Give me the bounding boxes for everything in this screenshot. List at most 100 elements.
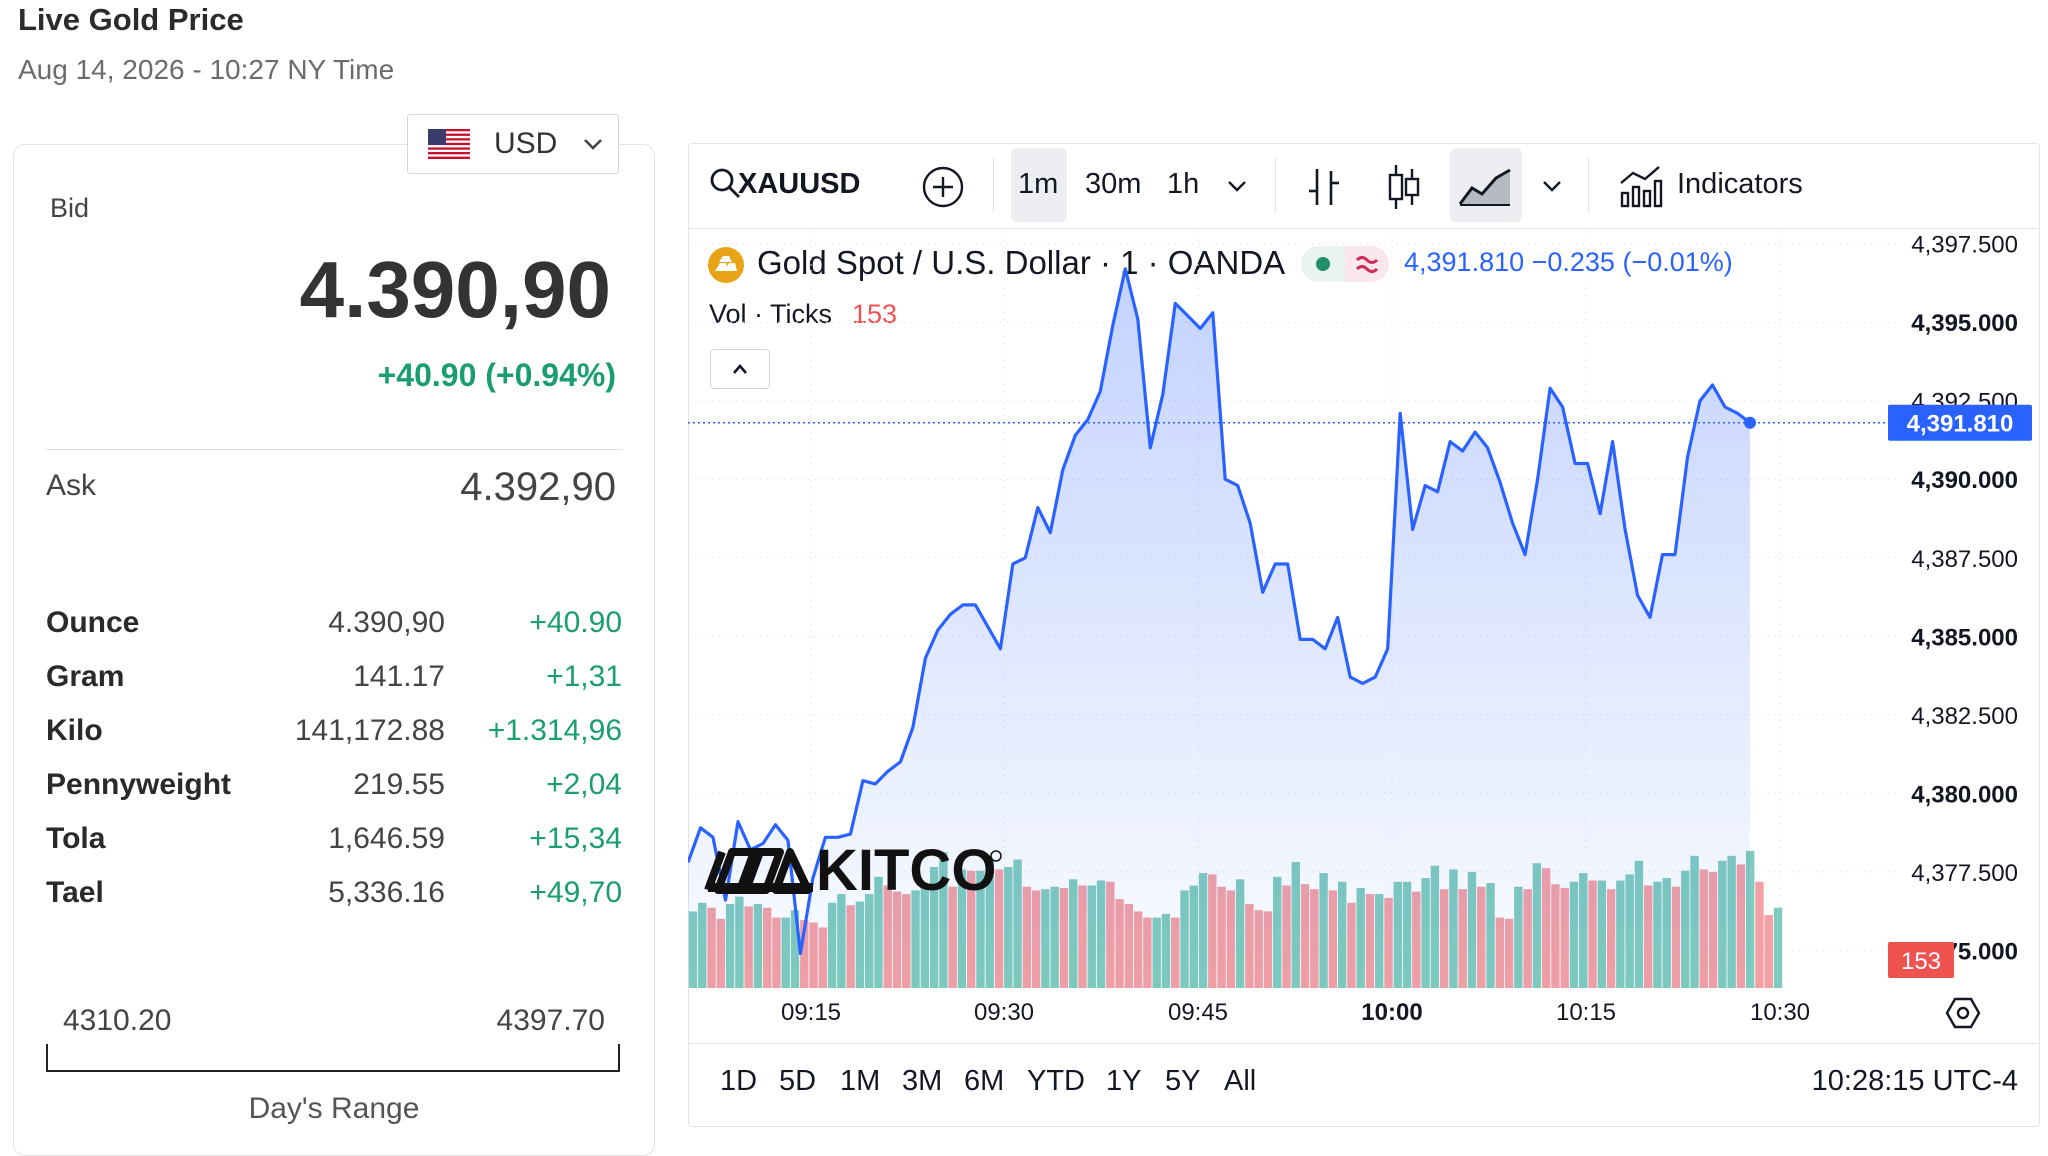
toolbar-separator	[1588, 158, 1589, 212]
collapse-legend-button[interactable]	[710, 349, 770, 389]
price-tick-label: 4,380.000	[1911, 781, 2018, 808]
chart-toolbar	[688, 143, 2038, 229]
kitco-logo: KITCO	[704, 838, 1002, 903]
price-card	[13, 144, 655, 1156]
unit-change: +1.314,96	[487, 714, 622, 747]
time-tick-label: 10:00	[1361, 999, 1422, 1026]
last-price-tag	[1888, 404, 2032, 441]
price-area-fill	[688, 268, 1750, 988]
candlestick-style-icon[interactable]	[1387, 163, 1421, 211]
range-1m-button[interactable]: 1M	[840, 1065, 881, 1097]
day-range-high: 4397.70	[496, 1004, 605, 1037]
range-5y-button[interactable]: 5Y	[1165, 1065, 1201, 1097]
price-axis: 4,397.5004,395.0004,392.5004,390.0004,38…	[1888, 232, 2032, 978]
indicators-icon[interactable]	[1619, 163, 1663, 209]
unit-price: 141,172.88	[294, 714, 445, 747]
toolbar-separator	[993, 158, 994, 212]
timeframe-1m-button[interactable]: 1m	[1018, 168, 1059, 200]
chart-clock: 10:28:15 UTC-4	[1811, 1065, 2018, 1097]
timeframe-active-bg	[1011, 148, 1067, 222]
settings-icon[interactable]	[1945, 995, 1981, 1031]
volume-legend-value: 153	[852, 299, 898, 329]
price-tick-label: 4,382.500	[1911, 703, 2018, 730]
timeframe-30m-button[interactable]: 30m	[1085, 168, 1142, 200]
unit-name: Tola	[46, 822, 106, 855]
range-6m-button[interactable]: 6M	[964, 1065, 1005, 1097]
volume-bar	[1745, 850, 1755, 988]
bar-chart-style-icon[interactable]	[1306, 165, 1342, 209]
currency-label: USD	[494, 127, 558, 160]
unit-name: Gram	[46, 660, 125, 693]
unit-change: +15,34	[529, 822, 622, 855]
bid-label: Bid	[50, 193, 90, 223]
chevron-down-icon	[584, 139, 603, 150]
chevron-up-icon	[733, 364, 747, 374]
market-status-icon	[1301, 246, 1389, 282]
search-icon[interactable]	[708, 166, 742, 200]
unit-name: Kilo	[46, 714, 103, 747]
unit-name: Pennyweight	[46, 768, 232, 801]
range-1d-button[interactable]: 1D	[720, 1065, 758, 1097]
ask-label: Ask	[46, 469, 97, 502]
range-3m-button[interactable]: 3M	[902, 1065, 943, 1097]
unit-change: +40.90	[529, 606, 622, 639]
day-range-caption: Day's Range	[248, 1092, 420, 1125]
time-axis: 09:15 09:30 09:45 10:00 10:15 10:30	[781, 999, 1810, 1026]
unit-change: +49,70	[529, 876, 622, 909]
price-chart[interactable]: KITCO 4,397.5004,395.0004,392.5004,390.0…	[688, 228, 2038, 1043]
watermark-text: KITCO	[816, 838, 996, 903]
last-volume-label: 153	[1901, 948, 1941, 975]
gold-symbol-icon	[708, 247, 744, 283]
chevron-down-icon[interactable]	[1541, 178, 1563, 194]
price-tick-label: 4,385.000	[1911, 624, 2018, 651]
us-flag-icon	[428, 129, 470, 159]
unit-price: 4.390,90	[328, 606, 445, 639]
price-tick-label: 4,390.000	[1911, 467, 2018, 494]
time-tick-label: 10:30	[1750, 999, 1810, 1026]
price-area	[688, 267, 1888, 988]
currency-select[interactable]: USD	[407, 114, 619, 174]
unit-name: Tael	[46, 876, 104, 909]
bid-change: +40.90 (+0.94%)	[377, 357, 616, 393]
price-tick-label: 4,395.000	[1911, 310, 2018, 337]
divider	[46, 449, 622, 450]
time-tick-label: 10:15	[1556, 999, 1616, 1026]
symbol-search[interactable]: XAUUSD	[738, 168, 861, 200]
range-bar	[688, 1043, 2038, 1126]
last-price-label: 4,391.810	[1907, 411, 2014, 438]
time-tick-label: 09:30	[974, 999, 1034, 1026]
chevron-down-icon[interactable]	[1226, 178, 1248, 194]
unit-change: +1,31	[546, 660, 622, 693]
price-tick-label: 4,397.500	[1911, 232, 2018, 259]
time-tick-label: 09:15	[781, 999, 841, 1026]
price-line	[688, 267, 1751, 956]
unit-price: 1,646.59	[328, 822, 445, 855]
day-range-bar	[46, 1044, 620, 1072]
chart-legend-price: 4,391.810 −0.235 (−0.01%)	[1404, 247, 1733, 277]
toolbar-separator	[1275, 158, 1276, 212]
unit-change: +2,04	[546, 768, 622, 801]
add-symbol-icon[interactable]	[921, 165, 965, 209]
range-all-button[interactable]: All	[1224, 1065, 1257, 1097]
volume-bar	[1764, 915, 1773, 988]
unit-price: 141.17	[353, 660, 445, 693]
unit-price: 219.55	[353, 768, 445, 801]
unit-price: 5,336.16	[328, 876, 445, 909]
bid-value: 4.390,90	[299, 245, 611, 334]
volume-legend-label: Vol · Ticks	[709, 299, 833, 329]
area-chart-style-icon[interactable]	[1458, 166, 1512, 208]
day-range-low: 4310.20	[63, 1004, 172, 1037]
page-title: Live Gold Price	[18, 2, 244, 37]
timeframe-1h-button[interactable]: 1h	[1167, 168, 1200, 200]
range-ytd-button[interactable]: YTD	[1027, 1065, 1085, 1097]
time-tick-label: 09:45	[1168, 999, 1228, 1026]
price-tick-label: 4,387.500	[1911, 546, 2018, 573]
unit-name: Ounce	[46, 606, 140, 639]
indicators-button[interactable]: Indicators	[1677, 168, 1803, 200]
chart-legend-title: Gold Spot / U.S. Dollar · 1 · OANDA	[757, 244, 1286, 281]
ask-value: 4.392,90	[460, 465, 616, 509]
range-1y-button[interactable]: 1Y	[1106, 1065, 1142, 1097]
last-volume-tag	[1888, 942, 1954, 978]
range-5d-button[interactable]: 5D	[779, 1065, 817, 1097]
price-tick-label: 4,377.500	[1911, 860, 2018, 887]
